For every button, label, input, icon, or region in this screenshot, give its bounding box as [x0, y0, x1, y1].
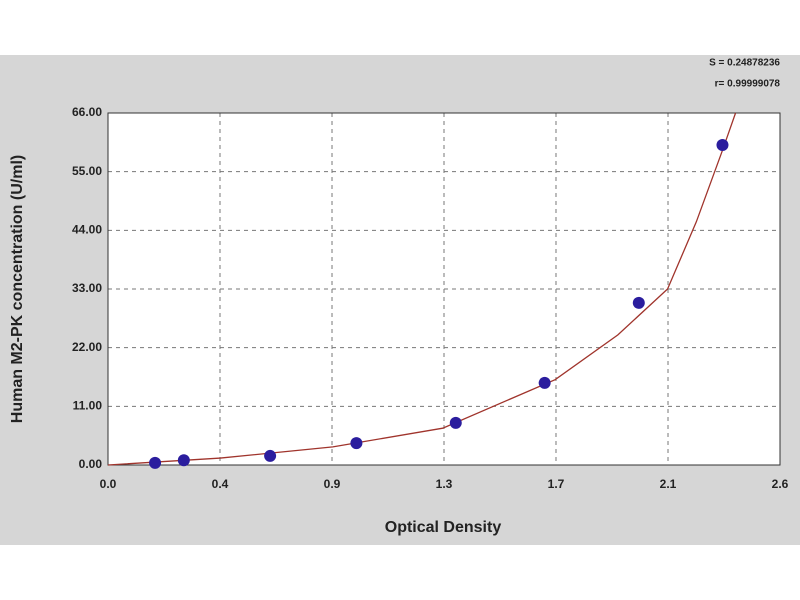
x-tick-label: 1.7: [548, 477, 565, 491]
grid: [108, 113, 780, 465]
y-tick-label: 44.00: [72, 223, 102, 237]
data-point: [538, 376, 551, 389]
x-tick-label: 0.0: [100, 477, 117, 491]
annotation: r= 0.99999078: [715, 79, 781, 90]
annotation: S = 0.24878236: [709, 58, 780, 69]
x-tick-label: 2.6: [772, 477, 789, 491]
y-tick-label: 55.00: [72, 164, 102, 178]
y-tick-label: 0.00: [79, 457, 103, 471]
x-tick-label: 0.9: [324, 477, 341, 491]
y-tick-label: 66.00: [72, 105, 102, 119]
y-tick-label: 33.00: [72, 281, 102, 295]
x-tick-label: 2.1: [660, 477, 677, 491]
x-axis-title: Optical Density: [385, 519, 502, 536]
x-tick-label: 1.3: [436, 477, 453, 491]
data-point: [177, 454, 190, 467]
fit-curve: [107, 112, 737, 466]
data-point: [264, 449, 277, 462]
x-tick-label: 0.4: [212, 477, 229, 491]
data-point: [350, 437, 363, 450]
data-point: [149, 456, 162, 469]
y-tick-label: 11.00: [73, 399, 103, 413]
data-point: [716, 139, 729, 151]
data-point: [632, 296, 645, 309]
y-axis-title: Human M2-PK concentration (U/ml): [9, 155, 26, 423]
data-point: [449, 416, 462, 429]
y-tick-label: 22.00: [72, 340, 102, 354]
plot-frame: [107, 112, 781, 466]
